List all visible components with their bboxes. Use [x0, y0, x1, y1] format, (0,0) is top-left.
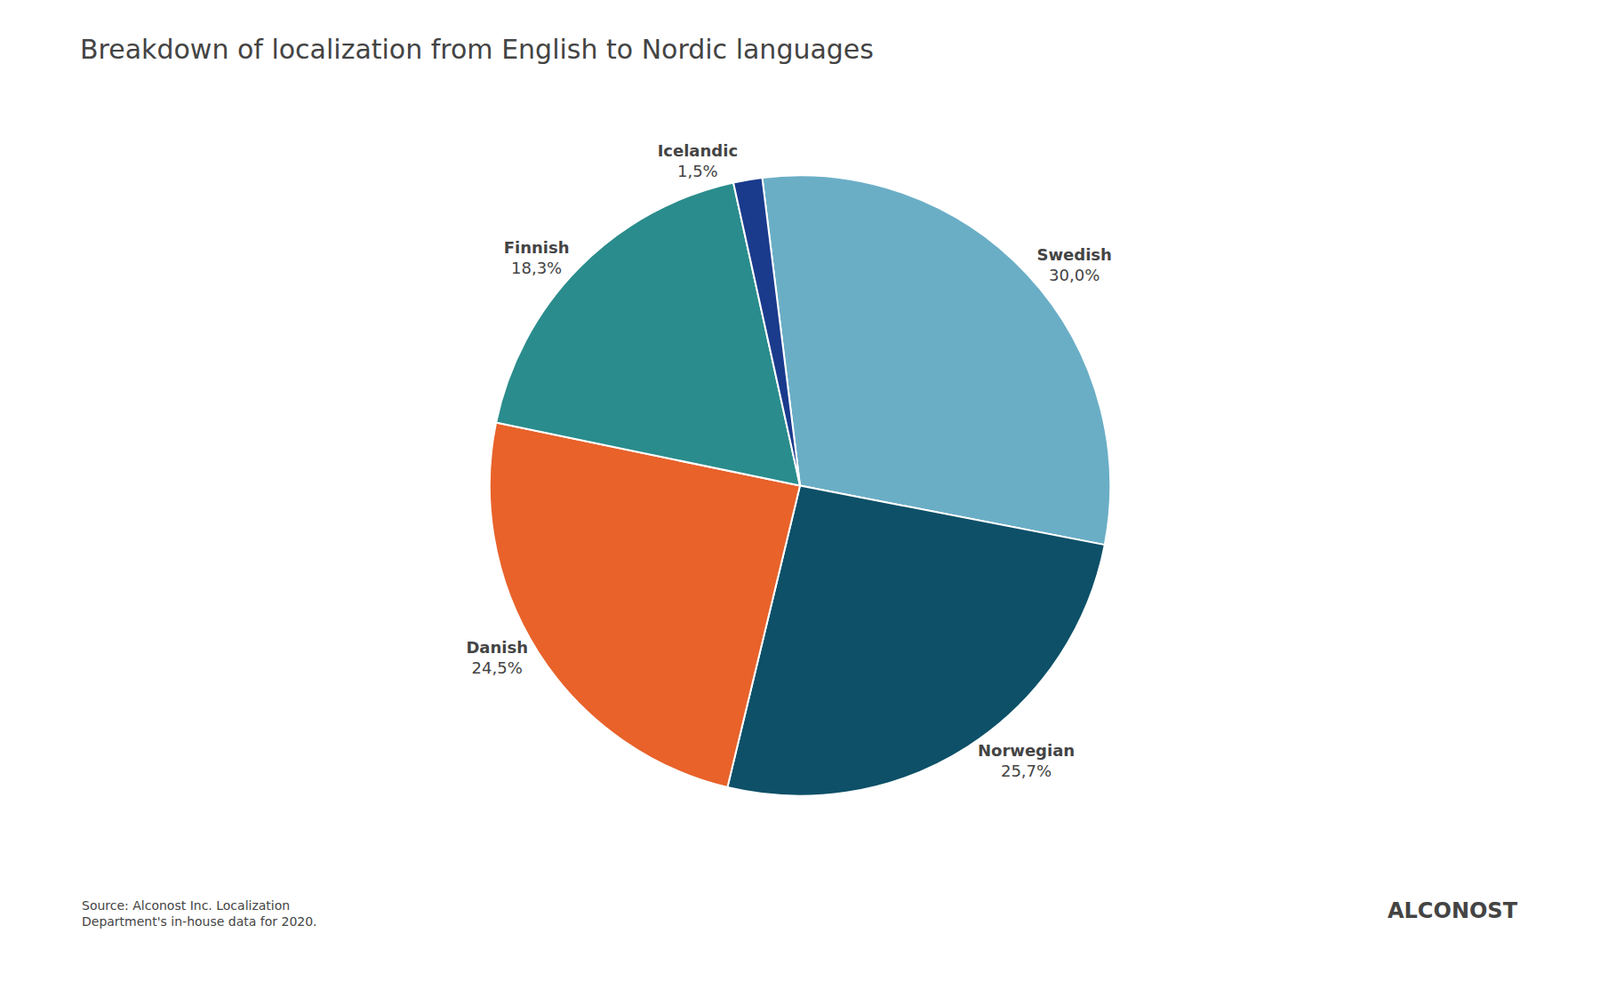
svg-text:Norwegian25,7%: Norwegian25,7%: [977, 741, 1075, 781]
svg-text:ALCONOST: ALCONOST: [1387, 898, 1519, 924]
svg-text:Danish24,5%: Danish24,5%: [465, 638, 528, 678]
svg-text:Breakdown of localization from: Breakdown of localization from English t…: [80, 33, 874, 65]
svg-text:Icelandic1,5%: Icelandic1,5%: [657, 141, 738, 181]
svg-text:Swedish30,0%: Swedish30,0%: [1036, 245, 1112, 285]
svg-text:Finnish18,3%: Finnish18,3%: [504, 238, 570, 278]
svg-text:Source: Alconost Inc. Localiza: Source: Alconost Inc. LocalizationDepart…: [81, 898, 318, 929]
